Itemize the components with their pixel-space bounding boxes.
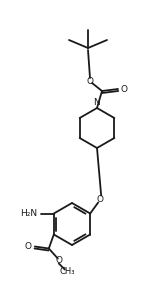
Text: O: O	[55, 256, 62, 265]
Text: N: N	[94, 98, 100, 107]
Text: O: O	[121, 84, 128, 94]
Text: O: O	[25, 242, 32, 251]
Text: H₂N: H₂N	[20, 209, 37, 218]
Text: O: O	[97, 195, 104, 204]
Text: CH₃: CH₃	[59, 267, 74, 276]
Text: O: O	[87, 76, 94, 85]
